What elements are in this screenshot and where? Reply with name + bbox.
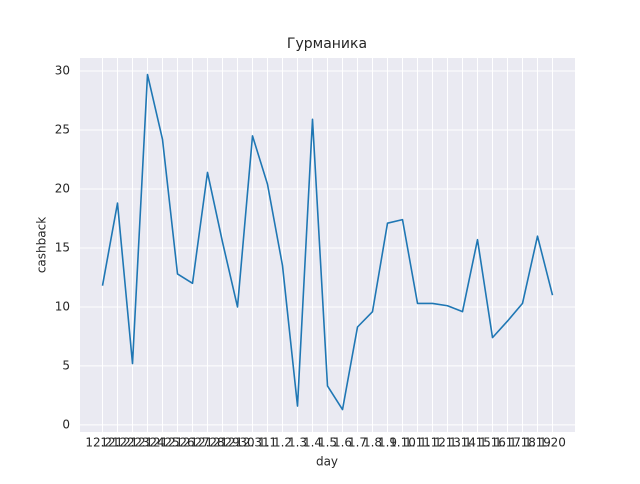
y-tick-label: 0 bbox=[62, 417, 70, 431]
x-tick-label: 12.28 bbox=[190, 436, 224, 450]
x-tick-label: 1.2 bbox=[273, 436, 292, 450]
x-tick-label: 1.1 bbox=[258, 436, 277, 450]
x-tick-label: 1.19 bbox=[524, 436, 551, 450]
x-tick-label: 1.10 bbox=[389, 436, 416, 450]
x-tick-label: 1.12 bbox=[419, 436, 446, 450]
x-tick-label: 1.11 bbox=[404, 436, 431, 450]
line bbox=[101, 73, 554, 411]
x-tick-label: 1.4 bbox=[303, 436, 322, 450]
x-tick-label: 12.24 bbox=[130, 436, 164, 450]
x-tick-label: 1.16 bbox=[479, 436, 506, 450]
x-tick-label: 12.22 bbox=[100, 436, 134, 450]
x-tick-label: 1.3 bbox=[288, 436, 307, 450]
x-tick-label: 1.7 bbox=[348, 436, 367, 450]
chart-title: Гурманика bbox=[287, 36, 367, 52]
x-tick-label: 1.18 bbox=[509, 436, 536, 450]
x-tick-label: 1.15 bbox=[464, 436, 491, 450]
y-tick-label: 10 bbox=[55, 299, 70, 313]
y-tick-label: 15 bbox=[55, 240, 70, 254]
x-tick-label: 12.21 bbox=[85, 436, 119, 450]
x-tick-label: 12.31 bbox=[235, 436, 269, 450]
y-tick-label: 5 bbox=[62, 358, 70, 372]
x-tick-label: 1.8 bbox=[363, 436, 382, 450]
y-axis-label: cashback bbox=[35, 217, 49, 273]
x-tick-label: 1.17 bbox=[494, 436, 521, 450]
x-axis-label: day bbox=[316, 455, 338, 469]
x-tick-label: 1.20 bbox=[539, 436, 566, 450]
x-tick-label: 12.25 bbox=[145, 436, 179, 450]
y-tick-label: 25 bbox=[55, 122, 70, 136]
y-tick-label: 20 bbox=[55, 181, 70, 195]
y-tick-label: 30 bbox=[55, 63, 70, 77]
x-tick-label: 12.27 bbox=[175, 436, 209, 450]
x-tick-label: 1.5 bbox=[318, 436, 337, 450]
x-tick-label: 1.14 bbox=[449, 436, 476, 450]
x-tick-label: 12.29 bbox=[205, 436, 239, 450]
x-tick-label: 12.26 bbox=[160, 436, 194, 450]
x-tick-label: 12.30 bbox=[220, 436, 254, 450]
x-tick-label: 1.6 bbox=[333, 436, 352, 450]
x-tick-label: 1.9 bbox=[378, 436, 397, 450]
x-tick-label: 12.23 bbox=[115, 436, 149, 450]
x-tick-label: 1.13 bbox=[434, 436, 461, 450]
